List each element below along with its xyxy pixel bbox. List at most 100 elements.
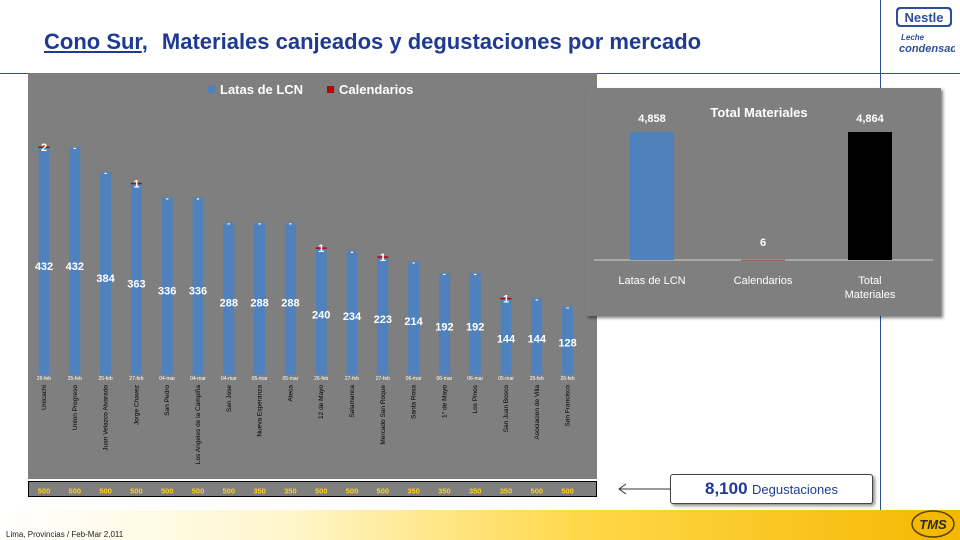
degustaciones-value: 350 — [500, 487, 513, 496]
category-tick-label: Nueva Esperanza — [257, 385, 264, 437]
title-region: Cono Sur — [44, 29, 142, 54]
bar-value-label: 240 — [312, 309, 330, 321]
category-tick-label: San Jose — [226, 385, 233, 412]
date-tick-label: 06-mar — [467, 376, 483, 382]
main-chart-panel: Latas de LCN Calendarios 432 2 26-feb Unicach… — [28, 73, 597, 479]
calendarios-value-label: - — [474, 269, 477, 279]
bar-latas — [469, 274, 481, 375]
bar-value-label: 432 — [35, 261, 53, 273]
page-title: Cono Sur, Materiales canjeados y degustac… — [44, 29, 701, 55]
calendarios-value-label: - — [73, 143, 76, 153]
category-tick-label: San Francisco — [565, 385, 572, 427]
date-tick-label: 05-mar — [498, 376, 514, 382]
bar-latas — [38, 148, 50, 375]
total-bar-value-label: 6 — [760, 237, 766, 249]
bar-value-label: 288 — [250, 297, 268, 309]
total-bar-value-label: 4,858 — [638, 113, 666, 125]
bar-calendarios — [284, 222, 296, 223]
legend-label-latas: Latas de LCN — [220, 82, 303, 97]
total-bar-value-label: 4,864 — [856, 113, 884, 125]
category-tick-label: Jorge Chavez — [133, 385, 140, 425]
calendarios-value-label: - — [258, 219, 261, 229]
degustaciones-row: 500 500 500 500 500 500 500 350 350 500 500 500 350 3… — [28, 481, 597, 497]
bar-calendarios — [161, 196, 173, 198]
total-bar-chart: Total Materiales 4,858 6 4,864 Latas de LCN C… — [594, 105, 933, 301]
category-tick-label: Los Pinos — [472, 384, 479, 413]
date-tick-label: 04-mar — [190, 376, 206, 382]
category-tick-label: Salamanca — [349, 385, 356, 418]
category-tick-label: Ateca — [287, 385, 294, 402]
degustaciones-value: 500 — [561, 487, 574, 496]
bar-calendarios — [223, 222, 235, 223]
calendarios-value-label: - — [535, 294, 538, 304]
date-tick-label: 25-feb — [68, 376, 82, 382]
date-tick-label: 27-feb — [129, 376, 143, 382]
bar-value-label: 128 — [558, 338, 576, 350]
bar-value-label: 432 — [66, 261, 84, 273]
total-chart-title: Total Materiales — [710, 105, 807, 120]
date-tick-label: 26-feb — [314, 376, 328, 382]
bar-value-label: 234 — [343, 311, 362, 323]
bar-calendarios — [408, 261, 420, 262]
degustaciones-value: 500 — [377, 487, 390, 496]
calendarios-value-label: - — [104, 168, 107, 178]
bar-value-label: 192 — [466, 322, 484, 334]
legend-swatch-calendarios — [327, 86, 334, 93]
degustaciones-value: 500 — [346, 487, 359, 496]
bar-value-label: 144 — [528, 334, 547, 346]
category-tick-label: 1° de Mayo — [440, 385, 448, 418]
category-tick-label: Juan Velazco Alvarado — [103, 385, 110, 451]
total-bar — [848, 132, 892, 260]
total-chart-panel: Total Materiales 4,858 6 4,864 Latas de LCN C… — [586, 88, 941, 316]
date-tick-label: 06-mar — [436, 376, 452, 382]
degustaciones-value: 350 — [438, 487, 451, 496]
bar-calendarios — [346, 250, 358, 252]
bar-calendarios — [562, 306, 574, 308]
bar-latas — [284, 223, 296, 375]
degustaciones-value: 500 — [161, 487, 174, 496]
date-tick-label: 04-mar — [221, 376, 237, 382]
degustaciones-values: 500 500 500 500 500 500 500 350 350 500 500 500 350 3… — [38, 487, 574, 496]
degustaciones-value: 500 — [192, 487, 205, 496]
date-tick-label: 25-feb — [99, 376, 113, 382]
degustaciones-value: 350 — [284, 487, 297, 496]
logo-line2: condensada — [899, 43, 955, 55]
bar-calendarios — [469, 272, 481, 274]
arrow-icon — [618, 483, 670, 495]
degustaciones-value: 350 — [407, 487, 420, 496]
bar-latas — [100, 173, 112, 375]
degustaciones-total-label: Degustaciones — [752, 482, 838, 497]
tms-logo-text: TMS — [919, 517, 947, 532]
total-category-label: Latas de LCN — [618, 275, 685, 287]
bar-latas — [69, 148, 81, 375]
bar-latas — [130, 184, 142, 375]
degustaciones-total-box: 8,100 Degustaciones — [670, 474, 873, 504]
bar-value-label: 223 — [374, 314, 392, 326]
bar-calendarios — [315, 247, 327, 249]
total-category-label: Total Materiales — [845, 275, 896, 301]
bar-latas — [438, 274, 450, 375]
bar-value-label: 192 — [435, 322, 453, 334]
bar-latas — [562, 307, 574, 375]
bar-value-label: 336 — [189, 285, 207, 297]
calendarios-value-label: - — [227, 219, 230, 229]
footer-bar — [0, 510, 960, 540]
degustaciones-value: 500 — [38, 487, 51, 496]
bar-latas — [346, 252, 358, 375]
category-tick-label: Asociacion de Villa — [534, 385, 541, 440]
calendarios-value-label: - — [443, 269, 446, 279]
bar-calendarios — [500, 297, 512, 300]
chart-legend: Latas de LCN Calendarios — [208, 82, 413, 97]
main-bar-chart: Latas de LCN Calendarios 432 2 26-feb Unicach… — [35, 82, 577, 465]
category-tick-label: San Juan Bosco — [503, 385, 510, 433]
degustaciones-value: 500 — [130, 487, 143, 496]
category-tick-label: Los Angeles de la Campiña — [195, 385, 202, 465]
bar-latas — [223, 223, 235, 375]
calendarios-value-label: 1 — [380, 252, 386, 264]
legend-label-calendarios: Calendarios — [339, 82, 413, 97]
total-category-label: Calendarios — [734, 275, 793, 287]
degustaciones-value: 500 — [315, 487, 328, 496]
calendarios-value-label: - — [197, 193, 200, 203]
bar-latas — [315, 248, 327, 375]
category-tick-label: Union Progreso — [72, 385, 79, 431]
